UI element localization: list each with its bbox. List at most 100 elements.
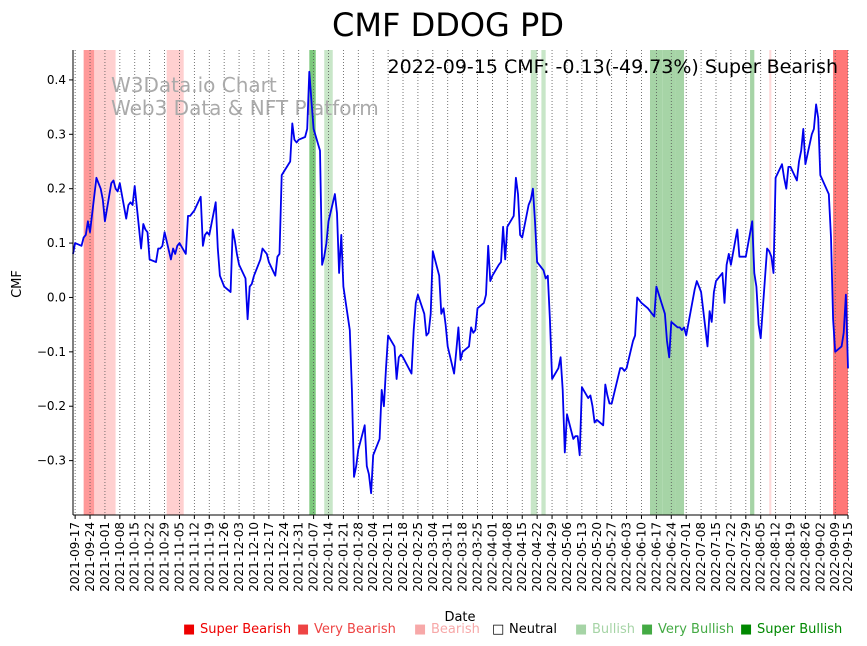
x-tick-label: 2022-08-12: [769, 522, 783, 592]
x-tick-label: 2021-12-03: [232, 522, 246, 592]
band-bullish: [530, 50, 538, 515]
band-bullish: [324, 50, 333, 515]
x-tick-label: 2021-12-10: [247, 522, 261, 592]
x-tick-label: 2021-11-12: [187, 522, 201, 592]
legend-label: Bearish: [431, 622, 480, 637]
cmf-series: [72, 70, 849, 495]
x-tick-label: 2021-12-17: [262, 522, 276, 592]
x-tick-label: 2021-10-08: [113, 522, 127, 592]
x-tick-label: 2022-03-18: [456, 522, 470, 592]
legend-label: Very Bearish: [314, 622, 396, 637]
y-tick-label: 0.1: [47, 236, 66, 250]
x-tick-label: 2022-01-07: [307, 522, 321, 592]
x-tick-label: 2021-12-24: [277, 522, 291, 592]
legend-marker: ■: [641, 622, 653, 637]
x-tick-label: 2022-07-01: [679, 522, 693, 592]
x-tick-label: 2021-11-19: [202, 522, 216, 592]
legend-item: ■ Very Bullish: [641, 622, 734, 637]
x-tick-label: 2021-11-26: [217, 522, 231, 592]
x-tick-label: 2022-01-28: [351, 522, 365, 592]
x-tick-label: 2022-08-19: [784, 522, 798, 592]
x-tick-label: 2022-05-20: [590, 522, 604, 592]
band-very-bearish: [83, 50, 95, 515]
x-tick-label: 2022-05-06: [560, 522, 574, 592]
band-very-bullish: [309, 50, 316, 515]
x-tick-label: 2022-07-29: [739, 522, 753, 592]
x-tick-label: 2022-02-04: [366, 522, 380, 592]
series-line-cmf: [72, 70, 849, 495]
x-tick-label: 2022-08-26: [798, 522, 812, 592]
x-tick-label: 2022-03-25: [471, 522, 485, 592]
x-tick-label: 2021-09-17: [68, 522, 82, 592]
legend-item: ■ Super Bearish: [183, 622, 291, 637]
watermark: W3Data.io Chart Web3 Data & NFT Platform: [111, 73, 379, 120]
band-bearish: [94, 50, 116, 515]
band-very-bullish: [675, 50, 685, 515]
x-tick-label: 2021-10-29: [158, 522, 172, 592]
legend-label: Super Bullish: [757, 622, 842, 637]
x-tick-label: 2022-08-05: [754, 522, 768, 592]
axes: [72, 50, 848, 516]
y-tick-label: −0.3: [37, 454, 66, 468]
x-tick-label: 2021-10-15: [128, 522, 142, 592]
legend-label: Super Bearish: [200, 622, 291, 637]
x-axis-label: Date: [444, 610, 475, 625]
watermark-line-1: W3Data.io Chart: [111, 73, 277, 97]
x-tick-label: 2022-05-13: [575, 522, 589, 592]
legend-label: Very Bullish: [658, 622, 734, 637]
x-tick-label: 2022-06-24: [664, 522, 678, 592]
chart-title: CMF DDOG PD: [332, 6, 564, 44]
x-tick-label: 2022-01-14: [321, 522, 335, 592]
x-tick-label: 2022-07-08: [694, 522, 708, 592]
y-tick-label: −0.2: [37, 399, 66, 413]
y-axis-ticks: −0.3 −0.2 −0.1 0.0 0.1 0.2 0.3 0.4: [37, 73, 73, 468]
x-tick-label: 2022-09-09: [828, 522, 842, 592]
x-tick-label: 2022-02-11: [381, 522, 395, 592]
legend-marker: ■: [740, 622, 752, 637]
x-tick-label: 2022-07-15: [709, 522, 723, 592]
y-tick-label: −0.1: [37, 345, 66, 359]
watermark-line-2: Web3 Data & NFT Platform: [111, 96, 379, 120]
x-tick-label: 2022-03-04: [426, 522, 440, 592]
x-tick-label: 2022-06-10: [634, 522, 648, 592]
y-tick-label: 0.2: [47, 182, 66, 196]
legend-marker: ■: [183, 622, 195, 637]
band-super-bearish: [833, 50, 848, 515]
y-tick-label: 0.4: [47, 73, 66, 87]
x-tick-label: 2022-04-01: [485, 522, 499, 592]
x-tick-label: 2022-02-18: [396, 522, 410, 592]
legend-marker: □: [492, 622, 504, 637]
legend-item: ■ Bullish: [575, 622, 635, 637]
signal-bands: [83, 50, 848, 515]
x-tick-label: 2022-05-27: [605, 522, 619, 592]
legend-marker: ■: [297, 622, 309, 637]
legend-item: ■ Super Bullish: [740, 622, 842, 637]
x-tick-label: 2022-04-15: [515, 522, 529, 592]
y-tick-label: 0.3: [47, 127, 66, 141]
x-axis-ticks: 2021-09-17 2021-09-24 2021-10-01 2021-10-08…: [68, 515, 855, 592]
x-tick-label: 2021-10-22: [143, 522, 157, 592]
legend-item: □ Neutral: [492, 622, 557, 637]
x-tick-label: 2021-12-31: [292, 522, 306, 592]
x-gridlines: [74, 50, 849, 515]
x-tick-label: 2021-09-24: [83, 522, 97, 592]
band-very-bullish: [649, 50, 663, 515]
x-tick-label: 2022-04-08: [500, 522, 514, 592]
legend-item: ■ Bearish: [414, 622, 480, 637]
x-tick-label: 2022-03-11: [441, 522, 455, 592]
x-tick-label: 2022-02-25: [411, 522, 425, 592]
y-tick-label: 0.0: [47, 290, 66, 304]
band-bearish: [769, 50, 772, 515]
band-very-bullish: [750, 50, 755, 515]
legend: ■ Super Bearish ■ Very Bearish ■ Bearish □ Neut…: [183, 622, 842, 637]
x-tick-label: 2022-04-22: [530, 522, 544, 592]
legend-marker: ■: [575, 622, 587, 637]
legend-item: ■ Very Bearish: [297, 622, 396, 637]
x-tick-label: 2022-06-17: [649, 522, 663, 592]
legend-label: Neutral: [509, 622, 557, 637]
legend-label: Bullish: [592, 622, 635, 637]
latest-value-annotation: 2022-09-15 CMF: -0.13(-49.73%) Super Bea…: [388, 56, 838, 78]
x-tick-label: 2021-10-01: [98, 522, 112, 592]
x-tick-label: 2022-07-22: [724, 522, 738, 592]
